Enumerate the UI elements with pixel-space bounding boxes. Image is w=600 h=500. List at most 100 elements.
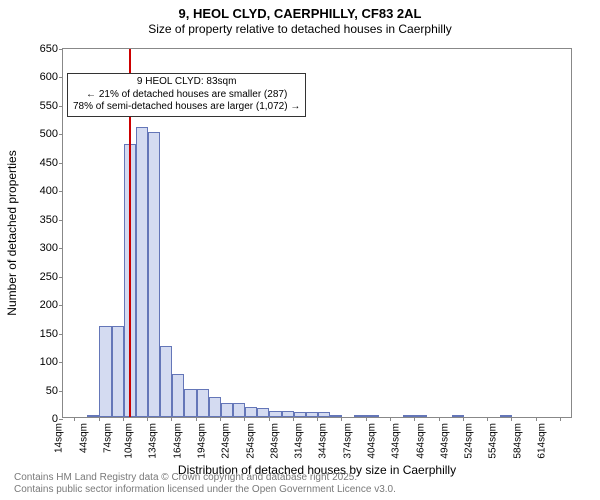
x-tick-mark bbox=[487, 417, 488, 421]
x-tick-mark bbox=[293, 417, 294, 421]
y-tick-label: 450 bbox=[40, 157, 58, 169]
histogram-bar bbox=[330, 415, 342, 417]
y-tick-mark bbox=[59, 106, 63, 107]
x-tick-label: 554sqm bbox=[488, 423, 499, 459]
histogram-bar bbox=[99, 326, 111, 417]
histogram-bar bbox=[148, 132, 160, 417]
annotation-box: 9 HEOL CLYD: 83sqm← 21% of detached hous… bbox=[67, 73, 306, 117]
x-tick-mark bbox=[244, 417, 245, 421]
x-tick-mark bbox=[463, 417, 464, 421]
x-tick-mark bbox=[171, 417, 172, 421]
y-tick-mark bbox=[59, 305, 63, 306]
histogram-bar bbox=[318, 412, 330, 417]
x-tick-label: 344sqm bbox=[318, 423, 329, 459]
x-tick-label: 194sqm bbox=[197, 423, 208, 459]
y-tick-mark bbox=[59, 334, 63, 335]
x-tick-mark bbox=[511, 417, 512, 421]
histogram-bar bbox=[197, 389, 209, 417]
histogram-bar bbox=[136, 127, 148, 417]
footer-attribution: Contains HM Land Registry data © Crown c… bbox=[14, 472, 396, 496]
histogram-bar bbox=[415, 415, 427, 417]
histogram-bar bbox=[452, 415, 464, 417]
y-tick-mark bbox=[59, 362, 63, 363]
annotation-line-2: ← 21% of detached houses are smaller (28… bbox=[73, 89, 300, 102]
histogram-bar bbox=[184, 389, 196, 417]
x-tick-label: 14sqm bbox=[54, 423, 65, 453]
y-tick-mark bbox=[59, 391, 63, 392]
y-tick-label: 550 bbox=[40, 100, 58, 112]
y-tick-label: 250 bbox=[40, 271, 58, 283]
histogram-bar bbox=[87, 415, 99, 417]
histogram-bar bbox=[209, 397, 221, 417]
y-tick-mark bbox=[59, 248, 63, 249]
y-tick-label: 50 bbox=[46, 385, 58, 397]
histogram-bar bbox=[172, 374, 184, 417]
x-tick-mark bbox=[366, 417, 367, 421]
x-tick-label: 74sqm bbox=[102, 423, 113, 453]
x-tick-mark bbox=[123, 417, 124, 421]
histogram-bar bbox=[403, 415, 415, 417]
y-tick-label: 100 bbox=[40, 356, 58, 368]
y-tick-label: 200 bbox=[40, 299, 58, 311]
histogram-bar bbox=[112, 326, 124, 417]
x-tick-mark bbox=[147, 417, 148, 421]
x-tick-mark bbox=[341, 417, 342, 421]
histogram-bar bbox=[306, 412, 318, 417]
x-tick-mark bbox=[317, 417, 318, 421]
y-tick-mark bbox=[59, 419, 63, 420]
y-tick-mark bbox=[59, 163, 63, 164]
x-tick-mark bbox=[560, 417, 561, 421]
x-tick-label: 494sqm bbox=[440, 423, 451, 459]
y-axis-title: Number of detached properties bbox=[5, 150, 19, 315]
histogram-bar bbox=[500, 415, 512, 417]
y-tick-label: 650 bbox=[40, 43, 58, 55]
x-tick-label: 614sqm bbox=[537, 423, 548, 459]
y-tick-label: 300 bbox=[40, 242, 58, 254]
x-tick-mark bbox=[536, 417, 537, 421]
histogram-bar bbox=[294, 412, 306, 417]
x-tick-label: 464sqm bbox=[415, 423, 426, 459]
x-tick-label: 44sqm bbox=[78, 423, 89, 453]
x-tick-label: 434sqm bbox=[391, 423, 402, 459]
y-tick-label: 500 bbox=[40, 128, 58, 140]
histogram-bar bbox=[367, 415, 379, 417]
x-tick-mark bbox=[269, 417, 270, 421]
x-tick-label: 404sqm bbox=[367, 423, 378, 459]
annotation-line-1: 9 HEOL CLYD: 83sqm bbox=[73, 76, 300, 89]
x-tick-label: 134sqm bbox=[148, 423, 159, 459]
y-tick-label: 150 bbox=[40, 328, 58, 340]
chart-title-main: 9, HEOL CLYD, CAERPHILLY, CF83 2AL bbox=[0, 6, 600, 22]
x-tick-label: 224sqm bbox=[221, 423, 232, 459]
x-tick-label: 164sqm bbox=[172, 423, 183, 459]
x-tick-label: 254sqm bbox=[245, 423, 256, 459]
x-tick-mark bbox=[439, 417, 440, 421]
y-tick-mark bbox=[59, 191, 63, 192]
x-tick-mark bbox=[220, 417, 221, 421]
chart-title-sub: Size of property relative to detached ho… bbox=[0, 22, 600, 37]
histogram-plot: Distribution of detached houses by size … bbox=[62, 48, 572, 418]
annotation-line-3: 78% of semi-detached houses are larger (… bbox=[73, 101, 300, 114]
histogram-bar bbox=[221, 403, 233, 417]
x-tick-label: 104sqm bbox=[124, 423, 135, 459]
x-tick-mark bbox=[390, 417, 391, 421]
y-tick-mark bbox=[59, 134, 63, 135]
x-tick-label: 314sqm bbox=[294, 423, 305, 459]
y-tick-label: 350 bbox=[40, 214, 58, 226]
histogram-bar bbox=[233, 403, 245, 417]
chart-title-block: 9, HEOL CLYD, CAERPHILLY, CF83 2AL Size … bbox=[0, 0, 600, 37]
x-tick-label: 284sqm bbox=[270, 423, 281, 459]
histogram-bar bbox=[160, 346, 172, 417]
footer-line-1: Contains HM Land Registry data © Crown c… bbox=[14, 472, 396, 484]
y-tick-mark bbox=[59, 77, 63, 78]
histogram-bar bbox=[245, 407, 257, 417]
x-tick-label: 374sqm bbox=[342, 423, 353, 459]
y-tick-mark bbox=[59, 220, 63, 221]
x-tick-mark bbox=[196, 417, 197, 421]
histogram-bar bbox=[269, 411, 281, 417]
histogram-bar bbox=[354, 415, 366, 417]
y-tick-label: 600 bbox=[40, 71, 58, 83]
y-tick-mark bbox=[59, 277, 63, 278]
x-tick-mark bbox=[74, 417, 75, 421]
x-tick-label: 584sqm bbox=[512, 423, 523, 459]
x-tick-label: 524sqm bbox=[464, 423, 475, 459]
